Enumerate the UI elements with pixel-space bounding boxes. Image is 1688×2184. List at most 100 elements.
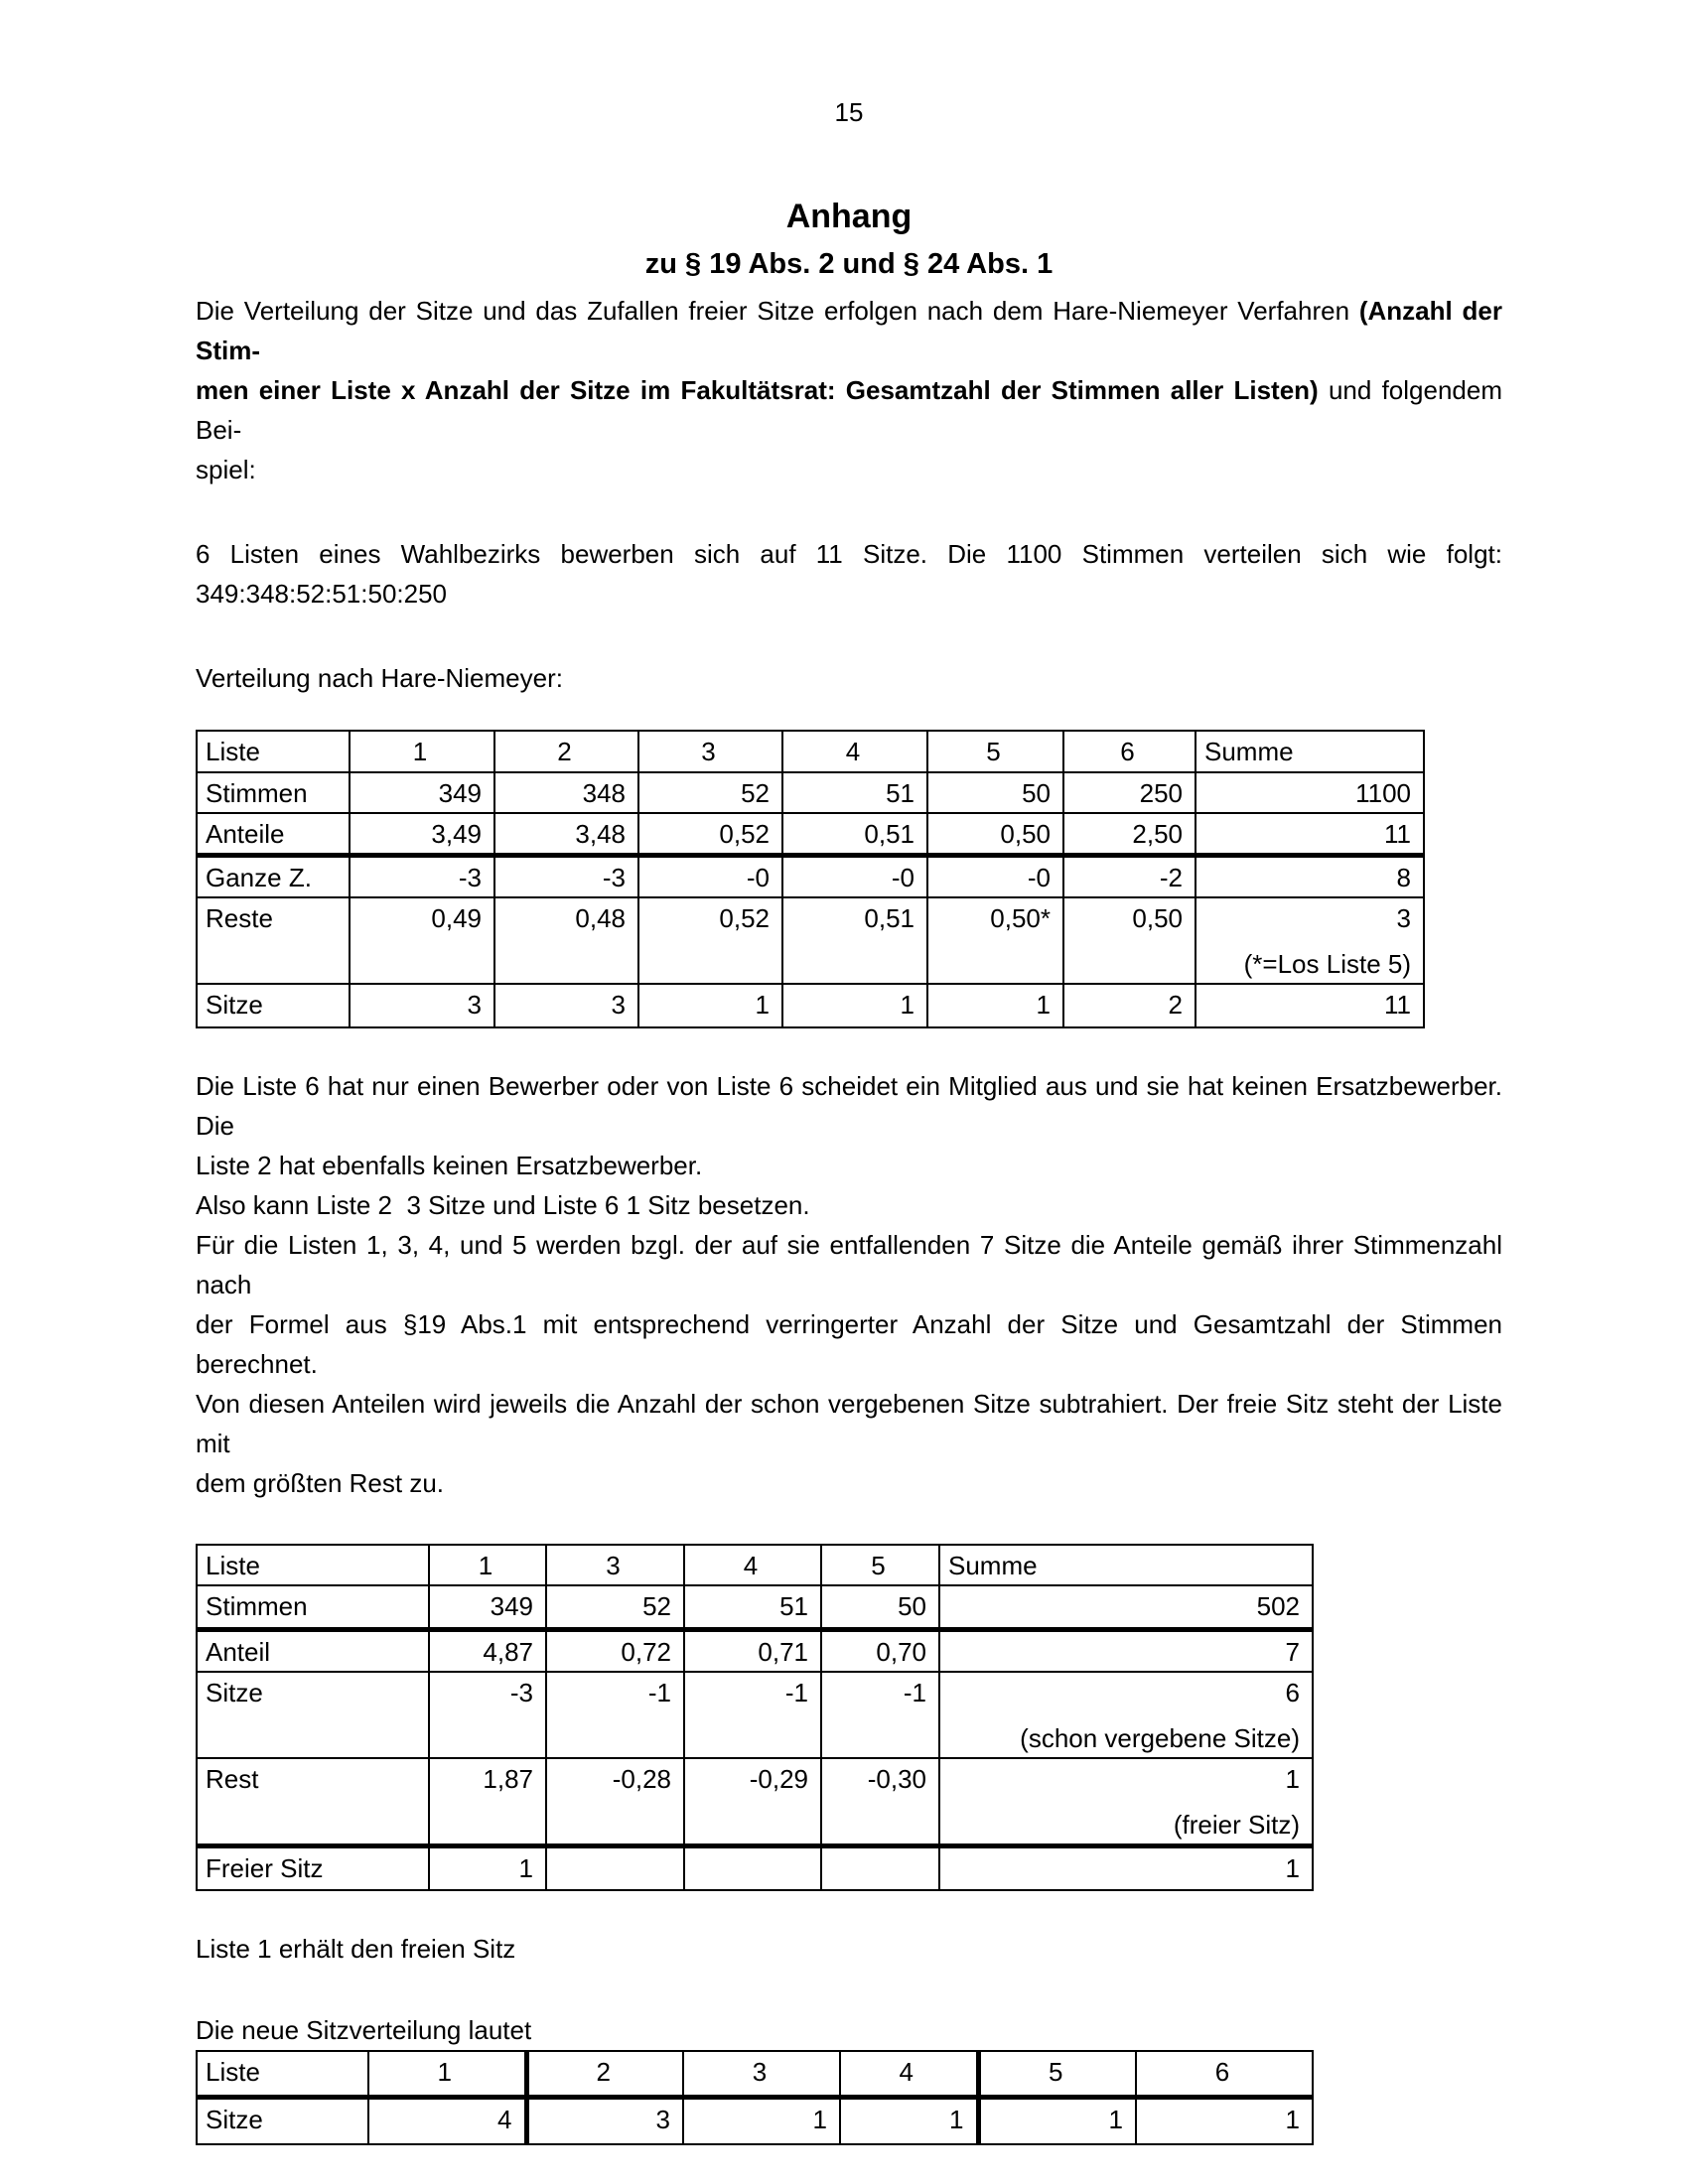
column-header-3: 3 [545, 1544, 685, 1586]
table-row-stimmen: Stimmen 349 52 51 50 502 [196, 1584, 1314, 1630]
value-cell: -3 [428, 1670, 547, 1759]
table-row-ganze-z: Ganze Z. -3 -3 -0 -0 -0 -2 8 [196, 853, 1425, 898]
value-cell: 0,72 [545, 1626, 685, 1673]
table-row-sitze: Sitze 4 3 1 1 1 1 [196, 2094, 1314, 2145]
value-cell: -0,28 [545, 1756, 685, 1846]
value-cell: 4 [367, 2094, 527, 2145]
value-cell [683, 1843, 822, 1891]
explanation-line-3: Also kann Liste 2 3 Sitze und Liste 6 1 … [196, 1190, 810, 1220]
value-cell: 0,50 [1062, 896, 1196, 985]
table-row-reste: Reste 0,49 0,48 0,52 0,51 0,50* 0,50 3 (… [196, 896, 1425, 985]
column-header-5: 5 [975, 2050, 1137, 2098]
verteilung-label: Verteilung nach Hare-Niemeyer: [196, 663, 563, 693]
intro-line-2-bold: men einer Liste x Anzahl der Sitze im Fa… [196, 375, 1319, 405]
row-label-cell: Reste [196, 896, 351, 985]
column-header-5: 5 [820, 1544, 940, 1586]
value-cell: 3,48 [493, 812, 639, 857]
table-row-rest: Rest 1,87 -0,28 -0,29 -0,30 1 (freier Si… [196, 1756, 1314, 1846]
value-cell: 3 [349, 983, 495, 1028]
sum-cell: 11 [1195, 812, 1425, 857]
liste1-result-text: Liste 1 erhält den freien Sitz [196, 1934, 516, 1964]
rest-sum-value: 1 [1285, 1763, 1300, 1794]
sitze-sum-value: 6 [1285, 1677, 1300, 1707]
row-label-cell: Anteil [196, 1626, 430, 1673]
example-paragraph: 6 Listen eines Wahlbezirks bewerben sich… [196, 534, 1502, 614]
table-row-sitze: Sitze 3 3 1 1 1 2 11 [196, 983, 1425, 1028]
table-header-row: Liste 1 2 3 4 5 6 [196, 2050, 1314, 2098]
row-label-cell: Stimmen [196, 1584, 430, 1630]
intro-line-3: spiel: [196, 455, 256, 484]
freier-sitz-note: (freier Sitz) [1173, 1809, 1300, 1840]
value-cell: -3 [349, 853, 495, 898]
row-label-cell: Anteile [196, 812, 351, 857]
column-header-3: 3 [682, 2050, 841, 2098]
value-cell: 1,87 [428, 1756, 547, 1846]
value-cell [545, 1843, 685, 1891]
freier-sitz-table: Liste 1 3 4 5 Summe Stimmen 349 52 51 50… [196, 1544, 1314, 1891]
column-header-summe: Summe [1195, 730, 1425, 773]
value-cell: 0,49 [349, 896, 495, 985]
column-header-5: 5 [926, 730, 1064, 773]
value-cell: 0,52 [637, 812, 783, 857]
column-header-1: 1 [367, 2050, 527, 2098]
page-subtitle: zu § 19 Abs. 2 und § 24 Abs. 1 [644, 248, 1054, 280]
value-cell: 3,49 [349, 812, 495, 857]
sum-cell: 3 (*=Los Liste 5) [1195, 896, 1425, 985]
column-header-6: 6 [1062, 730, 1196, 773]
value-cell: 1 [781, 983, 928, 1028]
table-header-row: Liste 1 3 4 5 Summe [196, 1544, 1314, 1586]
value-cell: 52 [545, 1584, 685, 1630]
intro-paragraph: Die Verteilung der Sitze und das Zufalle… [196, 291, 1502, 489]
column-header-2: 2 [493, 730, 639, 773]
neue-sitzverteilung-table: Liste 1 2 3 4 5 6 Sitze 4 3 1 1 1 1 [196, 2050, 1314, 2145]
value-cell: 51 [683, 1584, 822, 1630]
table-row-sitze: Sitze -3 -1 -1 -1 6 (schon vergebene Sit… [196, 1670, 1314, 1759]
value-cell: -1 [545, 1670, 685, 1759]
value-cell: 349 [428, 1584, 547, 1630]
row-label-cell: Stimmen [196, 771, 351, 814]
table-row-anteile: Anteile 3,49 3,48 0,52 0,51 0,50 2,50 11 [196, 812, 1425, 857]
example-line-1: 6 Listen eines Wahlbezirks bewerben sich… [196, 539, 1502, 569]
value-cell: -3 [493, 853, 639, 898]
value-cell: 0,71 [683, 1626, 822, 1673]
row-label-cell: Ganze Z. [196, 853, 351, 898]
value-cell: -0,30 [820, 1756, 940, 1846]
column-header-liste: Liste [196, 730, 351, 773]
explanation-line-6: Von diesen Anteilen wird jeweils die Anz… [196, 1389, 1502, 1458]
value-cell: 3 [493, 983, 639, 1028]
column-header-4: 4 [781, 730, 928, 773]
value-cell: 0,52 [637, 896, 783, 985]
value-cell [820, 1843, 940, 1891]
table-row-anteil: Anteil 4,87 0,72 0,71 0,70 7 [196, 1626, 1314, 1673]
column-header-3: 3 [637, 730, 783, 773]
value-cell: 1 [637, 983, 783, 1028]
row-label-cell: Rest [196, 1756, 430, 1846]
sum-cell: 1100 [1195, 771, 1425, 814]
value-cell: -1 [820, 1670, 940, 1759]
row-label-cell: Sitze [196, 983, 351, 1028]
value-cell: 0,51 [781, 896, 928, 985]
value-cell: 250 [1062, 771, 1196, 814]
sum-cell: 1 (freier Sitz) [938, 1756, 1314, 1846]
intro-line-2-regular: und folgendem Bei- [196, 375, 1503, 445]
row-label-cell: Sitze [196, 2094, 369, 2145]
table-row-stimmen: Stimmen 349 348 52 51 50 250 1100 [196, 771, 1425, 814]
sum-cell: 1 [938, 1843, 1314, 1891]
vergebene-sitze-note: (schon vergebene Sitze) [1020, 1722, 1300, 1753]
value-cell: 0,48 [493, 896, 639, 985]
column-header-1: 1 [349, 730, 495, 773]
explanation-line-5: der Formel aus §19 Abs.1 mit entsprechen… [196, 1309, 1502, 1379]
closing-paragraph: Sind gleichzeitig mehrere freie Sitze zu… [196, 2174, 1502, 2184]
value-cell: 1 [428, 1843, 547, 1891]
value-cell: 1 [682, 2094, 841, 2145]
explanation-paragraph: Die Liste 6 hat nur einen Bewerber oder … [196, 1066, 1502, 1503]
column-header-4: 4 [839, 2050, 979, 2098]
column-header-4: 4 [683, 1544, 822, 1586]
explanation-line-1: Die Liste 6 hat nur einen Bewerber oder … [196, 1071, 1502, 1141]
sum-cell: 11 [1195, 983, 1425, 1028]
value-cell: 0,50 [926, 812, 1064, 857]
value-cell: 349 [349, 771, 495, 814]
value-cell: 4,87 [428, 1626, 547, 1673]
